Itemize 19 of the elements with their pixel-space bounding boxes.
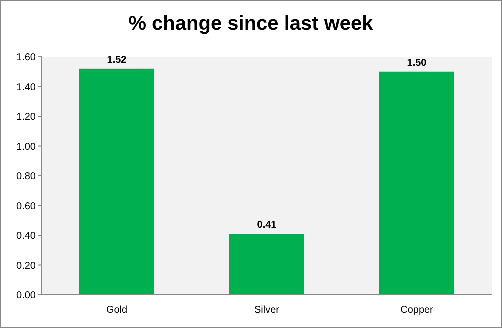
- y-tick-label: 1.20: [16, 112, 36, 123]
- y-tick-label: 0.80: [16, 172, 36, 182]
- x-tick-label: Gold: [106, 305, 128, 316]
- data-label: 1.52: [107, 54, 128, 66]
- bar: [80, 68, 154, 295]
- x-tick-label: Copper: [400, 305, 434, 316]
- y-tick-label: 1.00: [16, 142, 36, 153]
- chart-title: % change since last week: [128, 13, 374, 35]
- y-tick-label: 0.00: [16, 290, 36, 302]
- data-label: 0.41: [257, 220, 278, 232]
- y-tick-label: 1.60: [16, 52, 36, 64]
- data-label: 1.50: [407, 58, 428, 69]
- y-tick-label: 0.40: [16, 231, 36, 242]
- bar: [230, 234, 304, 295]
- y-tick-label: 1.40: [16, 82, 36, 94]
- y-tick-label: 0.20: [16, 260, 36, 272]
- x-tick-label: Silver: [254, 305, 280, 316]
- y-tick-label: 0.60: [16, 201, 36, 212]
- bar: [380, 72, 454, 295]
